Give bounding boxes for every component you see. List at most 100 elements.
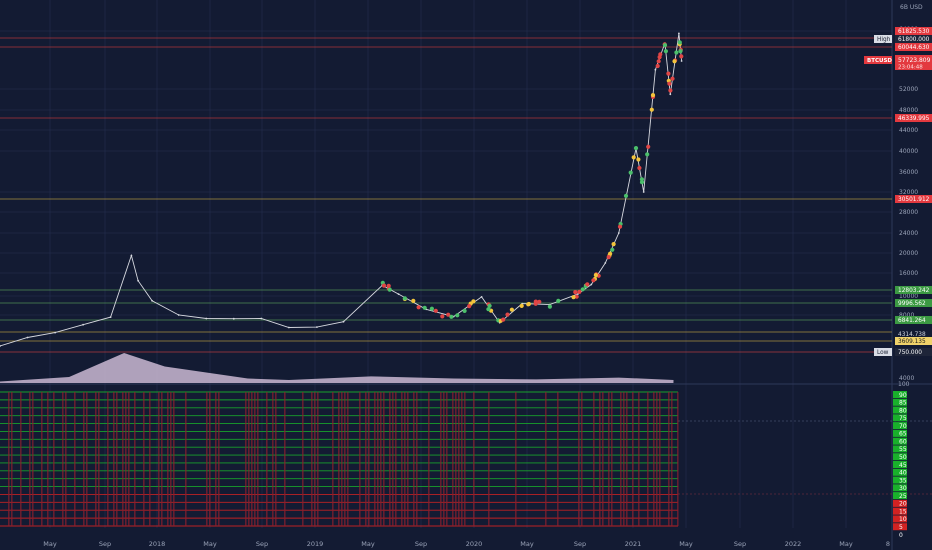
osc-tick-bg (893, 414, 907, 422)
level-tag-bg (895, 299, 932, 307)
signal-dot (672, 59, 677, 64)
y-tick-label: 44000 (899, 127, 918, 134)
y-tick-label: 48000 (899, 107, 918, 114)
x-tick-label: May (43, 540, 57, 548)
osc-tick-label: 0 (899, 532, 903, 539)
signal-dot (674, 50, 679, 55)
y-tick-label: 36000 (899, 169, 918, 176)
osc-stripe (11, 392, 13, 526)
osc-tick-bg (893, 492, 907, 500)
osc-stripe (452, 392, 454, 526)
level-tag-value: 12803.242 (898, 288, 930, 294)
signal-dot (487, 303, 492, 308)
x-tick-label: 2021 (625, 540, 642, 548)
osc-tick-label: 60 (899, 438, 907, 445)
level-tag-value: 60044.630 (898, 45, 930, 51)
price-point (654, 68, 657, 71)
osc-stripe (158, 392, 160, 526)
osc-stripe (389, 392, 391, 526)
level-tag-bg (895, 114, 932, 122)
osc-stripe (347, 392, 349, 526)
osc-stripe (380, 392, 382, 526)
current-price-tag: BTCUSD 57723.809 23:04:48 (864, 55, 932, 71)
volume-area (0, 353, 674, 383)
price-point (130, 254, 133, 257)
osc-stripe (83, 392, 85, 526)
price-point (0, 345, 1, 347)
x-tick-label: 2022 (785, 540, 802, 548)
signal-dot (462, 308, 467, 313)
level-tag-value: 61800.000 (898, 37, 930, 43)
osc-tick-label: 85 (899, 400, 907, 407)
signal-dot (505, 312, 510, 317)
signal-dot (585, 282, 590, 287)
osc-tick-bg (893, 476, 907, 484)
osc-tick-bg (893, 523, 907, 531)
level-tag-bg (895, 348, 932, 356)
signal-dot (677, 40, 682, 45)
signal-dot (580, 287, 585, 292)
osc-tick-label: 75 (899, 415, 907, 422)
osc-tick-bg (893, 398, 907, 406)
osc-stripe (332, 392, 334, 526)
signal-dot (656, 59, 661, 64)
price-point (604, 262, 607, 264)
osc-stripe (602, 392, 604, 526)
signal-dot (573, 290, 578, 295)
osc-stripe (341, 392, 343, 526)
level-tag-bg (895, 195, 932, 203)
price-axis[interactable]: 6B USD 64000 520004800044000400003600032… (864, 4, 932, 382)
price-point (26, 336, 29, 339)
signal-dot (571, 295, 576, 300)
signal-dot (416, 305, 421, 310)
time-axis[interactable]: May Sep 2018 May Sep 2019 May Sep 2020 May Sep 2021… (43, 540, 890, 548)
price-point (260, 317, 263, 320)
osc-stripe (392, 392, 394, 526)
osc-stripe (116, 392, 118, 526)
osc-tick-label: 15 (899, 508, 907, 515)
level-tag-bg (895, 286, 932, 294)
osc-stripe (368, 392, 370, 526)
osc-stripe (47, 392, 49, 526)
level-tags: 61825.530 61800.000 High 60044.630 46339.995… (874, 27, 932, 356)
osc-stripe (113, 392, 115, 526)
osc-stripe (653, 392, 655, 526)
osc-tick-label: 70 (899, 423, 907, 430)
price-point (82, 323, 84, 326)
signal-dot (433, 308, 438, 313)
osc-tick-label: 45 (899, 462, 907, 469)
signal-dot (678, 49, 683, 54)
osc-tick-bg (893, 429, 907, 437)
osc-tick-label: 55 (899, 446, 907, 453)
price-point (617, 232, 620, 234)
price-point (678, 32, 680, 35)
price-point (177, 314, 180, 316)
osc-stripe (626, 392, 628, 526)
price-point (480, 296, 483, 298)
osc-tick-bg (893, 422, 907, 430)
osc-tick-bg (893, 445, 907, 453)
signal-dot (663, 49, 669, 54)
x-tick-label: Sep (574, 540, 586, 548)
osc-stripe (473, 392, 475, 526)
osc-stripe (20, 392, 22, 526)
signal-dot (509, 307, 514, 312)
signal-dot (440, 314, 445, 319)
osc-stripe (611, 392, 613, 526)
price-point (205, 317, 208, 320)
volume-fill (0, 353, 674, 383)
osc-stripe (401, 392, 403, 526)
price-point (669, 93, 672, 96)
signal-dot (533, 301, 538, 306)
price-point (54, 331, 56, 334)
osc-stripe (107, 392, 109, 526)
y-tick-label: 20000 (899, 250, 918, 257)
level-tag-value: 750.000 (898, 350, 922, 356)
osc-stripe (608, 392, 610, 526)
osc-stripe (599, 392, 601, 526)
osc-stripe (404, 392, 406, 526)
